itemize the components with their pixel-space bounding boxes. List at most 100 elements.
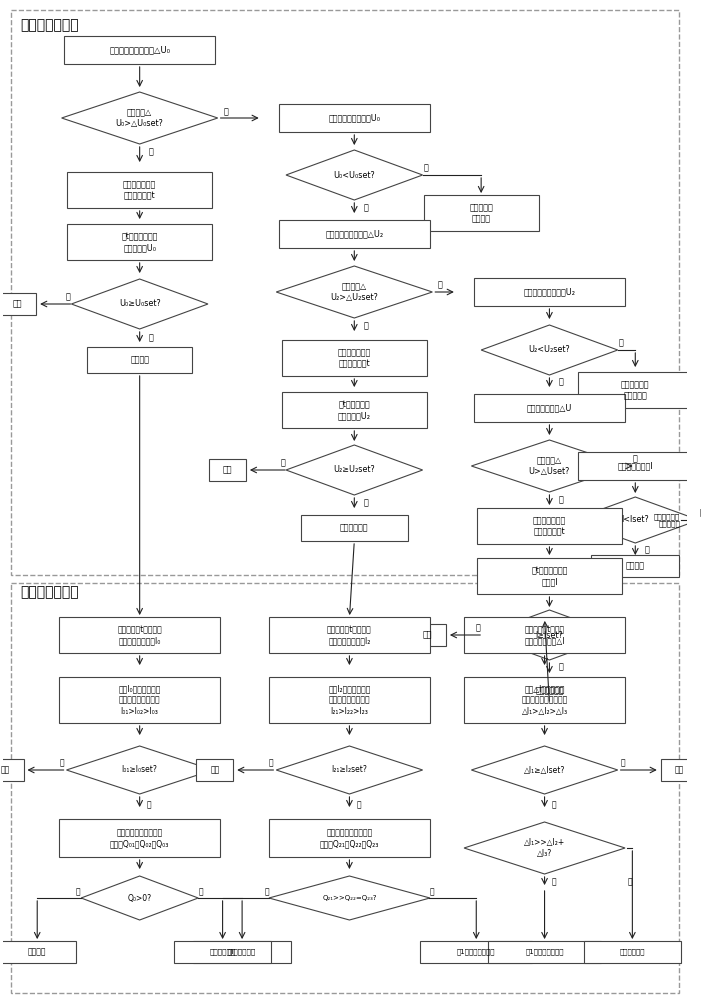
Polygon shape xyxy=(276,746,423,794)
Text: 扰动: 扰动 xyxy=(210,766,219,774)
Polygon shape xyxy=(286,445,423,495)
Text: 否: 否 xyxy=(60,758,64,768)
FancyBboxPatch shape xyxy=(269,677,430,723)
FancyBboxPatch shape xyxy=(583,941,681,963)
Text: 选出I₂最大的三条支
路，由大到小排列，
I₂₁>I₂₂>I₂₃: 选出I₂最大的三条支 路，由大到小排列， I₂₁>I₂₂>I₂₃ xyxy=(328,684,371,716)
FancyBboxPatch shape xyxy=(279,220,430,248)
Text: 是: 是 xyxy=(559,662,564,672)
Text: 计算电流有效值I: 计算电流有效值I xyxy=(618,462,653,471)
FancyBboxPatch shape xyxy=(477,558,622,594)
Text: 从t开始计算零序
电压有效值U₀: 从t开始计算零序 电压有效值U₀ xyxy=(121,232,158,252)
Text: 是: 是 xyxy=(552,800,557,810)
Text: 母线相间短路: 母线相间短路 xyxy=(210,949,236,955)
Text: Q₀>0?: Q₀>0? xyxy=(128,894,151,902)
Text: 相间短路故障: 相间短路故障 xyxy=(340,524,369,532)
FancyBboxPatch shape xyxy=(59,617,220,653)
Text: △I₁>>△I₂+
△I₃?: △I₁>>△I₂+ △I₃? xyxy=(524,838,565,858)
FancyBboxPatch shape xyxy=(67,172,212,208)
Text: 是: 是 xyxy=(364,204,369,213)
Text: 否: 否 xyxy=(438,280,442,290)
Text: 是: 是 xyxy=(149,147,154,156)
Text: 否: 否 xyxy=(700,508,701,518)
Text: 延续上一次相
间短路故障: 延续上一次相 间短路故障 xyxy=(621,380,650,400)
FancyBboxPatch shape xyxy=(209,459,246,481)
FancyBboxPatch shape xyxy=(489,941,601,963)
FancyBboxPatch shape xyxy=(279,104,430,132)
FancyBboxPatch shape xyxy=(282,392,426,428)
Text: 计算各支路t后一周
期的电流突变量△I: 计算各支路t后一周 期的电流突变量△I xyxy=(524,625,565,645)
Text: 扰动: 扰动 xyxy=(13,300,22,308)
Text: 判别故障线路：: 判别故障线路： xyxy=(20,585,79,599)
Text: U₂≥U₂set?: U₂≥U₂set? xyxy=(334,466,375,475)
Text: 第i条支路接地: 第i条支路接地 xyxy=(228,949,257,955)
FancyBboxPatch shape xyxy=(464,677,625,723)
FancyBboxPatch shape xyxy=(474,278,625,306)
Text: 延续上一次
接地故障: 延续上一次 接地故障 xyxy=(469,203,493,223)
FancyBboxPatch shape xyxy=(196,759,233,781)
Text: Q₂₁>>Q₂₂=Q₂₃?: Q₂₁>>Q₂₂=Q₂₃? xyxy=(322,895,376,901)
Text: 计算电压突变量△U: 计算电压突变量△U xyxy=(526,403,572,412)
Text: I<Iset?: I<Iset? xyxy=(621,516,649,524)
Polygon shape xyxy=(481,325,618,375)
Text: 接地故障: 接地故障 xyxy=(130,356,149,364)
FancyBboxPatch shape xyxy=(269,617,430,653)
Text: 选出△I最大的三条
支路，由大到小排列，
△I₁>△I₂>△I₃: 选出△I最大的三条 支路，由大到小排列， △I₁>△I₂>△I₃ xyxy=(522,684,568,716)
FancyBboxPatch shape xyxy=(423,195,538,231)
Text: 是: 是 xyxy=(645,546,649,554)
FancyBboxPatch shape xyxy=(464,617,625,653)
Text: 否: 否 xyxy=(633,454,638,464)
Text: 是: 是 xyxy=(364,322,369,330)
Text: 计算负序电压有效值U₂: 计算负序电压有效值U₂ xyxy=(524,288,576,296)
Text: 否: 否 xyxy=(269,758,273,768)
Text: I₀₁≥I₀set?: I₀₁≥I₀set? xyxy=(122,766,158,774)
Text: U₂<U₂set?: U₂<U₂set? xyxy=(529,346,571,355)
Polygon shape xyxy=(481,610,618,660)
Polygon shape xyxy=(276,266,433,318)
Text: 扰动: 扰动 xyxy=(1,766,10,774)
FancyBboxPatch shape xyxy=(282,340,426,376)
Text: 计算三条支路的负序无
功功率Q₂₁，Q₂₂，Q₂₃: 计算三条支路的负序无 功功率Q₂₁，Q₂₂，Q₂₃ xyxy=(320,828,379,848)
Text: 计算零序电压突变量△U₀: 计算零序电压突变量△U₀ xyxy=(109,45,170,54)
Text: 母线接地: 母线接地 xyxy=(28,948,46,956)
FancyBboxPatch shape xyxy=(269,819,430,857)
Text: 否: 否 xyxy=(628,878,633,886)
Text: U₀<U₀set?: U₀<U₀set? xyxy=(334,170,375,180)
Text: 母线三相短路: 母线三相短路 xyxy=(620,949,645,955)
Text: 是: 是 xyxy=(147,800,151,810)
Text: 从t开始计算电流
有效值I: 从t开始计算电流 有效值I xyxy=(531,566,568,586)
Polygon shape xyxy=(471,746,618,794)
Polygon shape xyxy=(269,876,430,920)
FancyBboxPatch shape xyxy=(409,624,446,646)
Text: 是: 是 xyxy=(199,888,203,896)
FancyBboxPatch shape xyxy=(592,555,679,577)
Text: 否: 否 xyxy=(66,292,71,302)
Polygon shape xyxy=(464,822,625,874)
Text: 正常运行: 正常运行 xyxy=(626,562,645,570)
Text: U₀≥U₀set?: U₀≥U₀set? xyxy=(118,300,161,308)
Text: 连续三个△
U₀>△U₀set?: 连续三个△ U₀>△U₀set? xyxy=(116,108,163,128)
Text: 突变起始点作为
故障起始时刻t: 突变起始点作为 故障起始时刻t xyxy=(123,180,156,200)
Polygon shape xyxy=(471,440,627,492)
Text: 是: 是 xyxy=(559,377,564,386)
Text: 否: 否 xyxy=(618,338,623,348)
Text: 计算三条支路的零序无
功功率Q₀₁，Q₀₂，Q₀₃: 计算三条支路的零序无 功功率Q₀₁，Q₀₂，Q₀₃ xyxy=(110,828,170,848)
FancyBboxPatch shape xyxy=(474,394,625,422)
Polygon shape xyxy=(572,497,699,543)
Text: 连续三个△
U>△Uset?: 连续三个△ U>△Uset? xyxy=(529,456,570,476)
FancyBboxPatch shape xyxy=(64,36,215,64)
Text: 是: 是 xyxy=(149,334,154,342)
FancyBboxPatch shape xyxy=(0,941,76,963)
FancyBboxPatch shape xyxy=(59,819,220,857)
FancyBboxPatch shape xyxy=(174,941,271,963)
Text: 计算零序电压有效值U₀: 计算零序电压有效值U₀ xyxy=(328,113,381,122)
Text: 三相短路故障: 三相短路故障 xyxy=(535,686,564,696)
Text: 连续三个△
U₂>△U₂set?: 连续三个△ U₂>△U₂set? xyxy=(330,282,379,302)
Polygon shape xyxy=(67,746,213,794)
Text: 第1条支路相间短路: 第1条支路相间短路 xyxy=(457,949,496,955)
Text: 否: 否 xyxy=(476,624,481,633)
FancyBboxPatch shape xyxy=(67,224,212,260)
Text: 是: 是 xyxy=(357,800,362,810)
Text: 否: 否 xyxy=(264,888,268,896)
FancyBboxPatch shape xyxy=(496,678,603,704)
Text: 否: 否 xyxy=(76,888,81,896)
